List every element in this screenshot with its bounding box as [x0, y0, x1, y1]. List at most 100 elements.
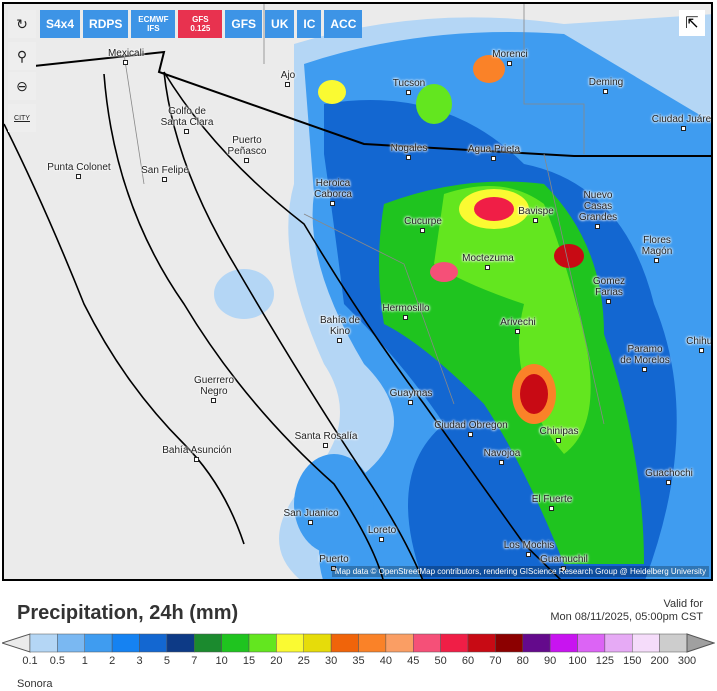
scale-tick-label: 30 — [325, 655, 338, 667]
scale-swatch — [29, 633, 58, 653]
scale-swatch — [57, 633, 85, 653]
city-label: Agua Prieta — [467, 144, 521, 155]
city-marker-icon — [603, 89, 608, 94]
scale-arrow-left — [2, 633, 31, 653]
scale-swatch — [413, 633, 441, 653]
scale-swatch — [358, 633, 387, 653]
scale-tick-label: 2 — [109, 655, 116, 667]
scale-tick-label: 7 — [191, 655, 198, 667]
model-button[interactable]: GFS — [225, 10, 263, 38]
scale-swatch — [495, 633, 523, 653]
city-label: Punta Colonet — [47, 162, 111, 173]
city-label: Navojoa — [483, 448, 521, 459]
city-marker-icon — [331, 566, 336, 571]
precipitation-map[interactable]: Mexicali Ajo Tucson Morenci Deming Ciudad Juá… — [2, 2, 713, 581]
city-label: Nogales — [390, 143, 428, 154]
map-attribution: Map data © OpenStreetMap contributors, r… — [331, 566, 709, 577]
share-icon[interactable]: ⇱ — [679, 10, 705, 36]
scale-tick-label: 70 — [489, 655, 502, 667]
borders — [4, 4, 711, 579]
city-label: Deming — [588, 77, 624, 88]
scale-tick-label: 300 — [677, 655, 697, 667]
city-marker-icon — [337, 338, 342, 343]
city-label: San Felipe — [141, 165, 189, 176]
model-button[interactable]: S4x4 — [40, 10, 81, 38]
scale-swatch — [549, 633, 578, 653]
city-label: Flores — [643, 235, 671, 246]
scale-swatch — [659, 633, 688, 653]
city-marker-icon — [491, 156, 496, 161]
city-label: Los Mochis — [503, 540, 555, 551]
city-marker-icon — [403, 315, 408, 320]
city-label: Cucurpe — [404, 216, 442, 227]
city-label: Morenci — [492, 49, 528, 60]
scale-tick-label: 80 — [516, 655, 529, 667]
city-label: Golfo de — [168, 106, 206, 117]
city-marker-icon — [379, 537, 384, 542]
city-label: Bahía de — [319, 315, 361, 326]
city-label: Guachochi — [645, 468, 693, 479]
valid-label: Valid for — [663, 598, 703, 610]
valid-time-value: Mon 08/11/2025, 05:00pm CST — [550, 611, 703, 623]
city-marker-icon — [666, 480, 671, 485]
legend-title: Precipitation, 24h (mm) — [17, 602, 239, 624]
city-marker-icon — [549, 506, 554, 511]
model-button[interactable]: IC — [297, 10, 322, 38]
city-marker-icon — [408, 400, 413, 405]
city-marker-icon — [194, 457, 199, 462]
zoom-out-icon[interactable]: ⊖ — [8, 72, 36, 100]
city-marker-icon — [330, 201, 335, 206]
scale-swatch — [221, 633, 250, 653]
city-label: Tucson — [392, 78, 426, 89]
model-button[interactable]: ECMWF IFS — [131, 10, 176, 38]
city-label: Paramo — [627, 344, 663, 355]
city-label: Grandes — [578, 212, 618, 223]
region-label: Sonora — [17, 678, 53, 690]
scale-tick-label: 200 — [650, 655, 669, 667]
city-marker-icon — [420, 228, 425, 233]
city-label: Magón — [641, 246, 673, 257]
city-marker-icon — [515, 329, 520, 334]
scale-tick-label: 40 — [379, 655, 392, 667]
model-button[interactable]: GFS 0.125 — [178, 10, 223, 38]
city-label: Hermosillo — [382, 303, 430, 314]
city-marker-icon — [526, 552, 531, 557]
city-toggle-icon[interactable]: CITY — [8, 104, 36, 132]
city-marker-icon — [406, 155, 411, 160]
scale-tick-label: 1 — [81, 655, 88, 667]
model-button[interactable]: UK — [265, 10, 295, 38]
scale-swatch — [632, 633, 660, 653]
city-marker-icon — [244, 158, 249, 163]
scale-tick-label: 0.1 — [22, 655, 38, 667]
refresh-icon[interactable]: ↻ — [8, 10, 36, 38]
scale-swatch — [330, 633, 359, 653]
city-label: Chinipas — [539, 426, 579, 437]
scale-tick-label: 15 — [242, 655, 256, 667]
city-marker-icon — [285, 82, 290, 87]
precip-shading — [214, 14, 711, 579]
city-label: Guamuchil — [540, 554, 588, 565]
city-marker-icon — [642, 367, 647, 372]
city-label: Ciudad Obregon — [434, 420, 508, 431]
city-label: Nuevo — [583, 190, 613, 201]
city-label: Mexicali — [107, 48, 145, 59]
city-marker-icon — [308, 520, 313, 525]
city-label: Guaymas — [389, 388, 433, 399]
scale-tick-label: 3 — [136, 655, 143, 667]
color-scale — [2, 633, 715, 653]
city-marker-icon — [323, 443, 328, 448]
city-marker-icon — [184, 129, 189, 134]
city-marker-icon — [211, 398, 216, 403]
scale-tick-label: 100 — [568, 655, 587, 667]
scale-swatch — [385, 633, 414, 653]
city-marker-icon — [485, 265, 490, 270]
location-pin-icon[interactable]: ⚲ — [8, 42, 36, 70]
city-marker-icon — [507, 61, 512, 66]
city-marker-icon — [123, 60, 128, 65]
scale-tick-label: 60 — [461, 655, 475, 667]
scale-swatch — [303, 633, 332, 653]
city-label: Peñasco — [227, 146, 267, 157]
model-button[interactable]: RDPS — [83, 10, 129, 38]
scale-tick-label: 35 — [352, 655, 365, 667]
model-button[interactable]: ACC — [324, 10, 363, 38]
